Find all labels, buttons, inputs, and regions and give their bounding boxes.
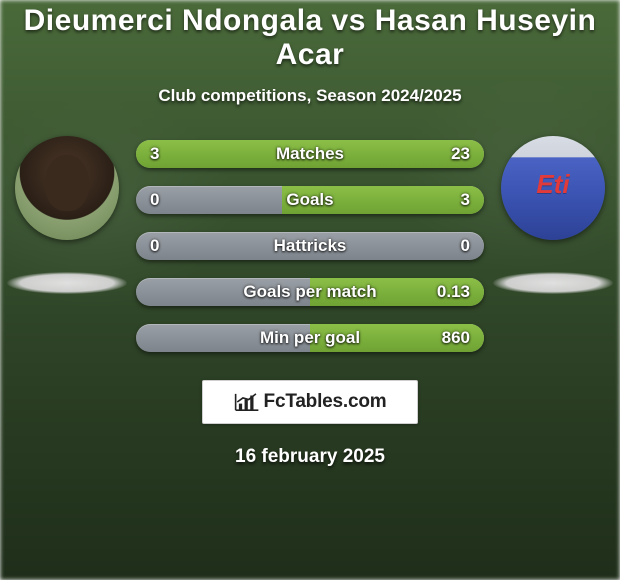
stat-value-right: 3 xyxy=(428,190,484,210)
snapshot-date: 16 february 2025 xyxy=(235,446,385,468)
stat-value-right: 23 xyxy=(428,144,484,164)
stat-value-left: 0 xyxy=(136,190,192,210)
compare-row: 3Matches230Goals30Hattricks0Goals per ma… xyxy=(0,134,620,352)
stat-label: Matches xyxy=(192,144,428,164)
stat-value-left: 0 xyxy=(136,236,192,256)
stat-bar: 3Matches23 xyxy=(136,140,484,168)
chart-icon xyxy=(234,391,260,413)
stat-value-right: 860 xyxy=(428,328,484,348)
player-right-shadow xyxy=(493,272,613,294)
stat-value-left: 3 xyxy=(136,144,192,164)
player-left-shadow xyxy=(7,272,127,294)
stat-label: Goals xyxy=(192,190,428,210)
stat-bars: 3Matches230Goals30Hattricks0Goals per ma… xyxy=(136,134,484,352)
stat-bar: 0Goals3 xyxy=(136,186,484,214)
stat-bar: Min per goal860 xyxy=(136,324,484,352)
player-right-column: Eti xyxy=(498,134,608,294)
stat-bar: 0Hattricks0 xyxy=(136,232,484,260)
stat-label: Min per goal xyxy=(192,328,428,348)
subtitle: Club competitions, Season 2024/2025 xyxy=(158,86,461,106)
player-left-column xyxy=(12,134,122,294)
stat-bar: Goals per match0.13 xyxy=(136,278,484,306)
stat-value-right: 0 xyxy=(428,236,484,256)
player-left-avatar xyxy=(15,136,119,240)
page-title: Dieumerci Ndongala vs Hasan Huseyin Acar xyxy=(0,4,620,72)
stat-label: Goals per match xyxy=(192,282,428,302)
stat-value-right: 0.13 xyxy=(428,282,484,302)
source-logo: FcTables.com xyxy=(202,380,418,424)
comparison-card: Dieumerci Ndongala vs Hasan Huseyin Acar… xyxy=(0,0,620,580)
stat-label: Hattricks xyxy=(192,236,428,256)
source-logo-text: FcTables.com xyxy=(264,391,387,413)
player-right-jersey-text: Eti xyxy=(536,169,569,200)
player-right-avatar: Eti xyxy=(501,136,605,240)
